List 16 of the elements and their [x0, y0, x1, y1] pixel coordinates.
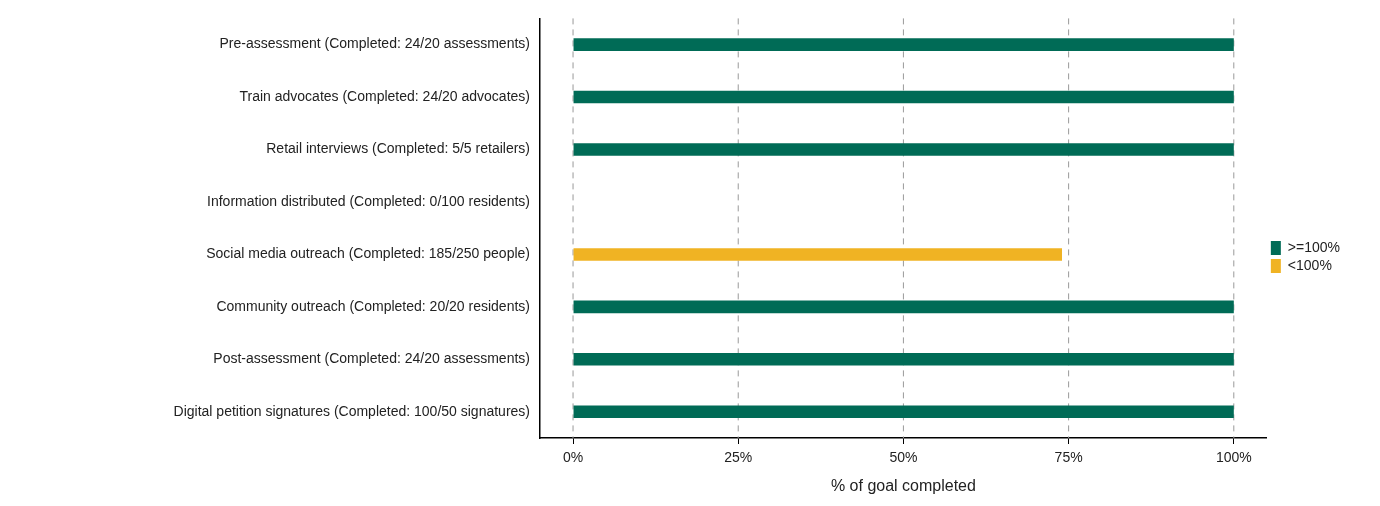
y-tick-label: Train advocates (Completed: 24/20 advocates): [239, 87, 530, 104]
y-tick-label: Digital petition signatures (Completed: 100/50 signatures): [173, 402, 530, 419]
x-tick-label: 75%: [1054, 449, 1083, 466]
x-tick-label: 50%: [889, 449, 918, 466]
y-tick-label: Post-assessment (Completed: 24/20 assessments): [213, 350, 530, 367]
x-tick-label: 0%: [562, 449, 584, 466]
y-tick-label: Information distributed (Completed: 0/100 residents): [207, 192, 530, 209]
x-tick-label: 100%: [1215, 449, 1252, 466]
legend-label: >=100%: [1287, 238, 1341, 255]
y-tick-label: Pre-assessment (Completed: 24/20 assessments): [219, 35, 530, 52]
y-tick-label: Community outreach (Completed: 20/20 residents): [216, 297, 530, 314]
legend-label: <100%: [1287, 256, 1332, 273]
x-axis-title: % of goal completed: [830, 476, 976, 494]
x-tick-label: 25%: [724, 449, 753, 466]
y-tick-label: Social media outreach (Completed: 185/250 people): [206, 245, 530, 262]
y-tick-label: Retail interviews (Completed: 5/5 retailers): [266, 140, 530, 157]
